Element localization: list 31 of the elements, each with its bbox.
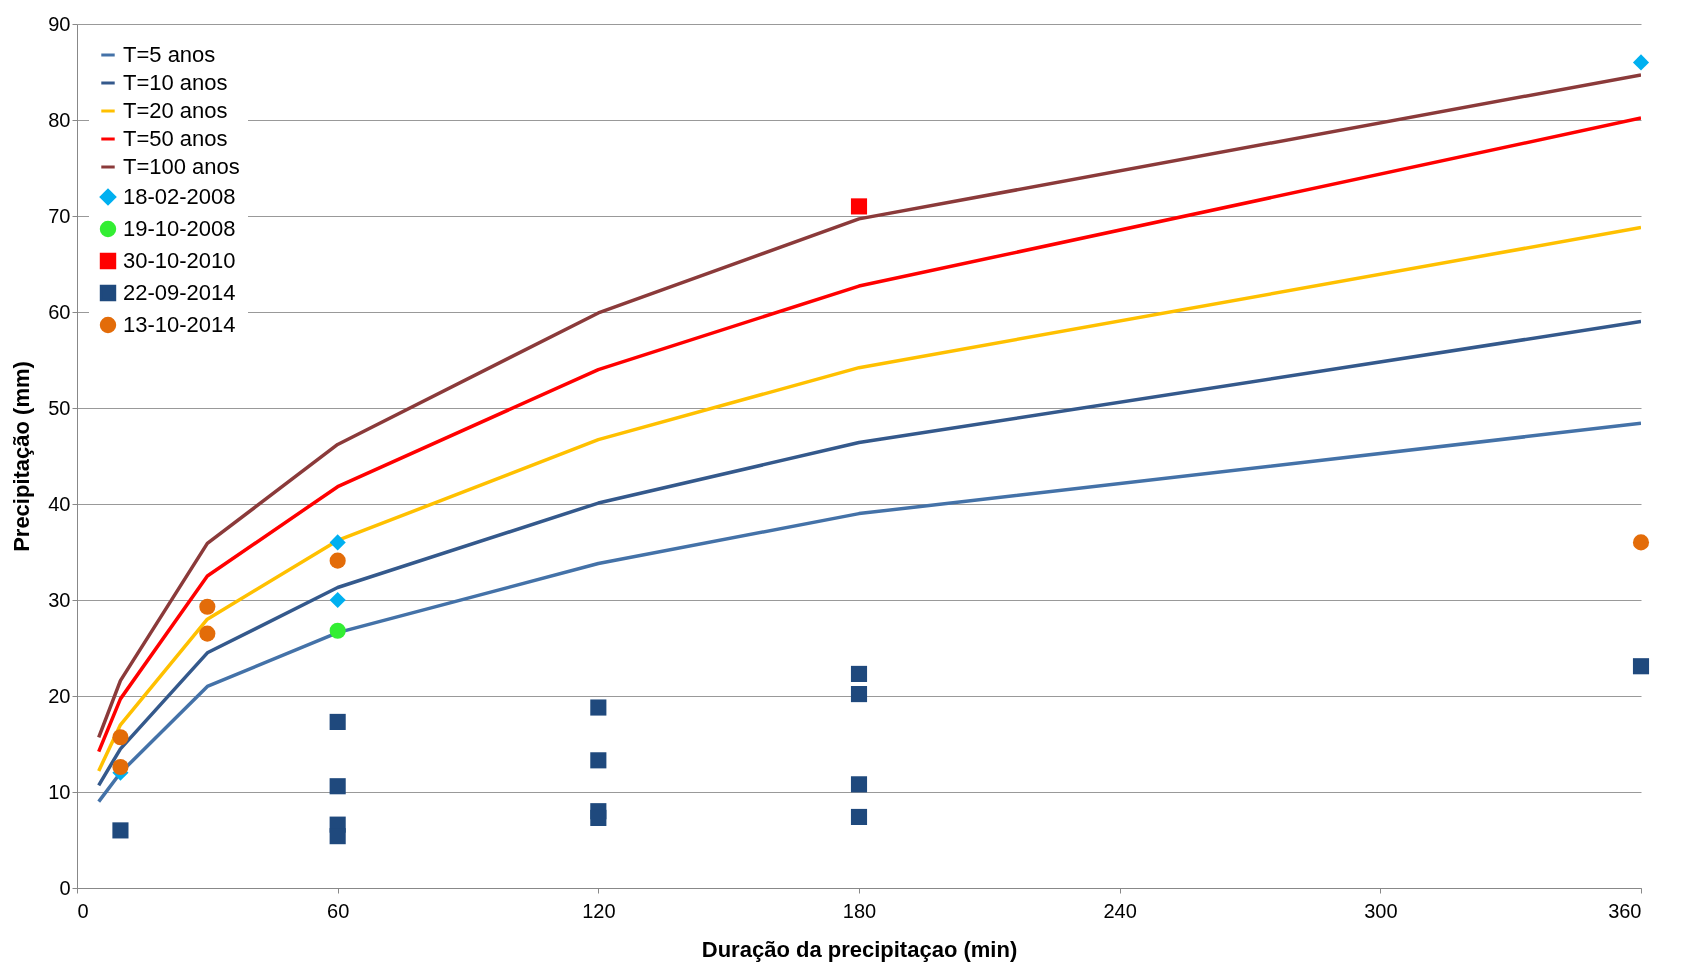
- legend-label: T=100 anos: [123, 154, 240, 179]
- y-tick-label: 50: [48, 396, 71, 419]
- y-tick-label: 0: [59, 876, 71, 899]
- y-tick-label: 20: [48, 684, 71, 707]
- legend-label: 22-09-2014: [123, 280, 236, 305]
- line-series: [96, 421, 1641, 804]
- y-tick-label: 80: [48, 108, 71, 131]
- line-series: [96, 319, 1641, 788]
- y-tick-label: 90: [48, 12, 71, 35]
- x-axis-title: Duração da precipitaçao (min): [701, 936, 1018, 962]
- legend-label: T=20 anos: [123, 98, 228, 123]
- legend-label: 19-10-2008: [123, 216, 236, 241]
- legend-label: T=10 anos: [123, 70, 228, 95]
- x-tick-label: 0: [77, 899, 89, 922]
- x-tick-label: 180: [842, 899, 877, 922]
- legend-label: 30-10-2010: [123, 248, 236, 273]
- y-tick-label: 10: [48, 780, 71, 803]
- x-tick-label: 60: [327, 899, 350, 922]
- x-tick-label: 120: [582, 899, 616, 922]
- x-tick-label: 300: [1364, 899, 1398, 922]
- x-tick-label: 240: [1103, 899, 1137, 922]
- legend-label: T=50 anos: [123, 126, 228, 151]
- y-axis-title: Precipitação (mm): [9, 361, 35, 552]
- y-tick-label: 40: [48, 492, 71, 515]
- legend-label: 13-10-2014: [123, 312, 236, 337]
- y-tick-label: 30: [48, 588, 71, 611]
- y-tick-label: 60: [48, 300, 71, 323]
- y-tick-label: 70: [48, 204, 71, 227]
- legend-label: T=5 anos: [123, 42, 216, 67]
- x-tick-label: 360: [1608, 899, 1642, 922]
- legend-label: 18-02-2008: [123, 184, 236, 209]
